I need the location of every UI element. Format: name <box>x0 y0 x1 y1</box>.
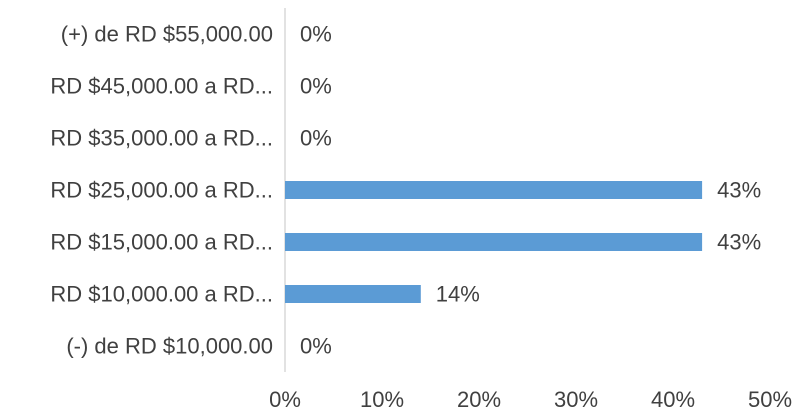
data-label: 14% <box>436 282 480 307</box>
x-tick-label: 10% <box>360 387 404 410</box>
category-label: (-) de RD $10,000.00 <box>66 334 273 359</box>
category-label: RD $45,000.00 a RD... <box>50 74 273 99</box>
bar <box>285 285 421 303</box>
data-label: 0% <box>300 126 332 151</box>
data-label: 0% <box>300 74 332 99</box>
category-label: RD $25,000.00 a RD... <box>50 178 273 203</box>
data-label: 43% <box>717 230 761 255</box>
data-label: 0% <box>300 22 332 47</box>
x-tick-label: 30% <box>554 387 598 410</box>
category-labels-layer: (+) de RD $55,000.00 RD $45,000.00 a RD..… <box>50 22 273 359</box>
bars-layer <box>285 181 703 303</box>
category-label: RD $35,000.00 a RD... <box>50 126 273 151</box>
x-tick-label: 0% <box>269 387 301 410</box>
bar <box>285 233 703 251</box>
category-label: (+) de RD $55,000.00 <box>61 22 273 47</box>
x-tick-label: 20% <box>457 387 501 410</box>
category-label: RD $10,000.00 a RD... <box>50 282 273 307</box>
data-label: 0% <box>300 334 332 359</box>
x-tick-label: 50% <box>748 387 792 410</box>
data-labels-layer: 0% 0% 0% 43% 43% 14% 0% <box>300 22 761 359</box>
data-label: 43% <box>717 178 761 203</box>
bar <box>285 181 703 199</box>
tick-labels-layer: 0% 10% 20% 30% 40% 50% <box>269 387 792 410</box>
x-tick-label: 40% <box>651 387 695 410</box>
category-label: RD $15,000.00 a RD... <box>50 230 273 255</box>
